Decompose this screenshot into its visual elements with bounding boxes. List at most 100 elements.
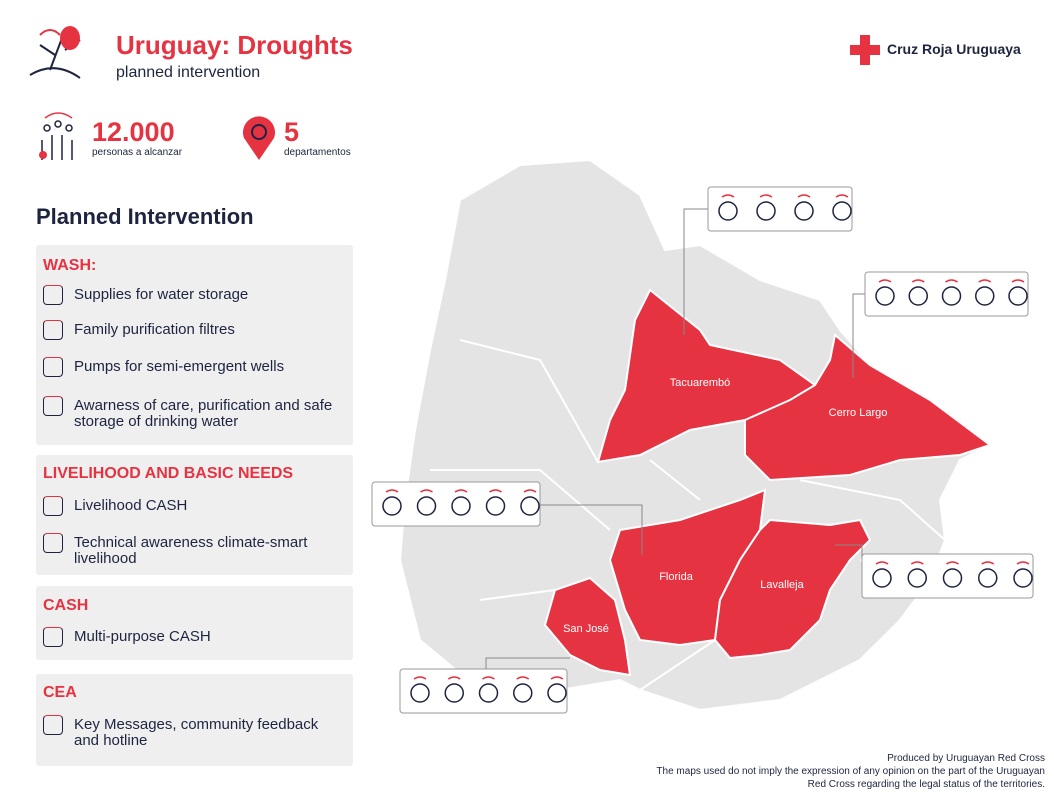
callout-icon-accent — [420, 489, 433, 493]
callout-icon — [1008, 286, 1028, 306]
item-icon — [43, 496, 63, 516]
red-cross-logo — [850, 35, 880, 65]
callout-box — [399, 668, 568, 714]
panel-item: Key Messages, community feedback and hot… — [74, 716, 319, 749]
callout-box — [864, 271, 1029, 317]
people-icon — [39, 112, 73, 160]
panel-item: Multi-purpose CASH — [74, 628, 211, 645]
footer-line: Red Cross regarding the legal status of … — [807, 779, 1045, 790]
footer-line: Produced by Uruguayan Red Cross — [887, 753, 1045, 764]
department-borders — [430, 339, 946, 691]
subtitle: planned intervention — [116, 64, 261, 81]
stat-value: 12.000 — [92, 117, 175, 147]
callout-icon — [1013, 568, 1033, 588]
callout-icon-accent — [1016, 561, 1030, 565]
callout-icon-accent — [385, 489, 399, 493]
callout-icon — [872, 568, 892, 588]
callout-icon-accent — [523, 489, 537, 493]
callout-icon — [794, 201, 814, 221]
department-label: Lavalleja — [760, 579, 804, 591]
panel-item: Supplies for water storage — [74, 286, 249, 303]
callout-icon-accent — [835, 194, 849, 198]
panel-item: Technical awareness climate-smart liveli… — [74, 534, 308, 567]
callout-icon-accent — [981, 561, 995, 565]
callout-icon — [410, 683, 430, 703]
callout-icon — [382, 496, 402, 516]
callout-icon — [832, 201, 852, 221]
panel-item: Pumps for semi-emergent wells — [74, 358, 285, 375]
item-icon — [43, 627, 63, 647]
title: Uruguay: Droughts — [116, 30, 353, 60]
callout-box — [861, 553, 1034, 599]
callout-icon-accent — [878, 279, 892, 283]
callout-icon — [941, 286, 962, 306]
item-icon — [43, 533, 63, 553]
callout-icon-accent — [447, 676, 461, 680]
section-title: Planned Intervention — [36, 204, 254, 229]
callout-icon-accent — [454, 489, 468, 493]
callout-icon-accent — [797, 194, 811, 198]
callout-icon-accent — [721, 194, 735, 198]
callout-icon-accent — [946, 561, 959, 565]
callout-icon — [478, 683, 499, 703]
callout-box — [707, 186, 853, 232]
callout-icon-accent — [910, 561, 924, 565]
footer-line: The maps used do not imply the expressio… — [656, 766, 1045, 777]
callout-icon — [520, 496, 540, 516]
callout-icon — [875, 286, 895, 306]
footer: Produced by Uruguayan Red Cross The maps… — [656, 752, 1045, 791]
callout-icon — [485, 496, 506, 516]
panel-item: Family purification filtres — [74, 321, 235, 338]
item-icon — [43, 320, 63, 340]
callout-icon-accent — [550, 676, 564, 680]
callout-icon-accent — [482, 676, 495, 680]
callout-icon — [908, 286, 928, 306]
panel: CASH Multi-purpose CASH — [36, 586, 353, 660]
item-icon — [43, 357, 63, 377]
panel-item: Livelihood CASH — [74, 497, 188, 514]
callout-icon-accent — [489, 489, 502, 493]
department-label: Cerro Largo — [829, 407, 888, 419]
organization: Cruz Roja Uruguaya — [887, 41, 1021, 57]
callout-icon-accent — [413, 676, 427, 680]
department-label: Tacuarembó — [670, 377, 731, 389]
callout-icon — [444, 683, 464, 703]
callout-icon — [756, 201, 776, 221]
item-icon — [43, 396, 63, 416]
panel-title: WASH: — [43, 257, 97, 274]
panel-title: CASH — [43, 597, 89, 614]
callout-icon — [451, 496, 471, 516]
callout-icon-accent — [945, 279, 958, 283]
callout-icon — [416, 496, 437, 516]
callout-icon-accent — [516, 676, 530, 680]
callout-icon — [942, 568, 963, 588]
panel-item: Awarness of care, purification and safe … — [74, 397, 333, 430]
pin-icon — [243, 116, 275, 160]
panel: CEA Key Messages, community feedback and … — [36, 674, 353, 766]
panel: LIVELIHOOD AND BASIC NEEDS Livelihood CAS… — [36, 455, 353, 575]
callout-icon — [975, 286, 995, 306]
highlighted-departments — [543, 288, 993, 677]
callout-icon-accent — [978, 279, 992, 283]
department-label: San José — [563, 623, 609, 635]
callout-icon — [547, 683, 567, 703]
callouts — [485, 208, 865, 669]
callout-icon — [907, 568, 927, 588]
panel-title: CEA — [43, 684, 77, 701]
item-icon — [43, 715, 63, 735]
callout-icon-accent — [911, 279, 925, 283]
callout-icon-accent — [1011, 279, 1025, 283]
callout-icon-accent — [759, 194, 773, 198]
callout-icon-accent — [875, 561, 889, 565]
stat-label: personas a alcanzar — [92, 147, 183, 158]
callout-icon — [718, 201, 738, 221]
logo-icon — [29, 26, 81, 79]
stat-value: 5 — [284, 117, 300, 147]
callout-icon — [978, 568, 998, 588]
callout-icon — [513, 683, 533, 703]
callout-box — [371, 481, 541, 527]
item-icon — [43, 285, 63, 305]
panel: WASH: Supplies for water storage Family pu… — [36, 245, 353, 445]
